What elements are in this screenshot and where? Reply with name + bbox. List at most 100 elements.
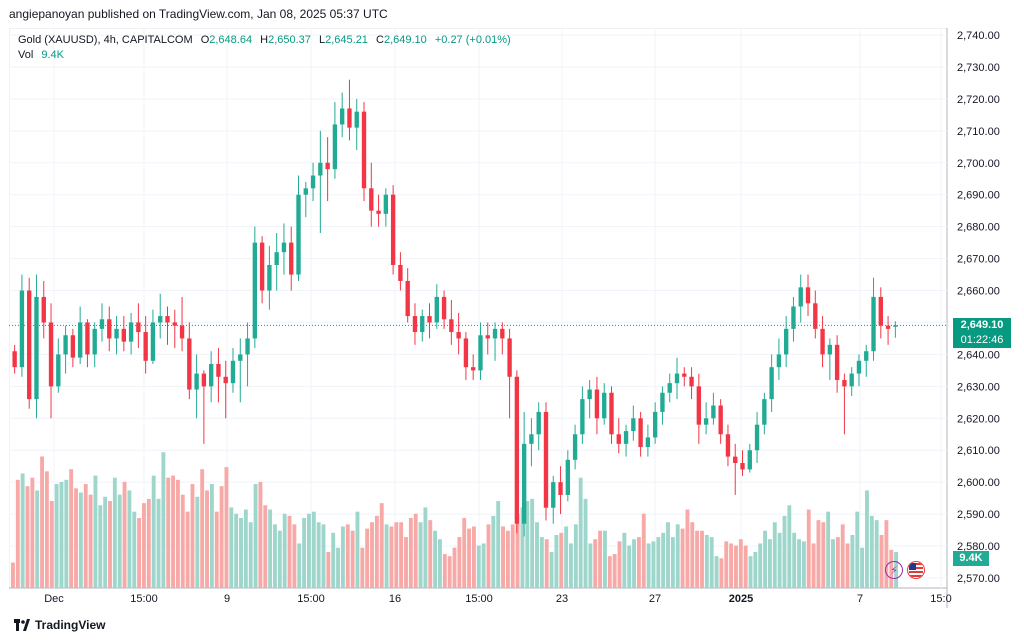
- volume-bar: [117, 494, 122, 588]
- time-axis[interactable]: Dec 15:00 9 15:00 16 15:00 23 27 2025 7 15:0: [44, 593, 951, 605]
- volume-bar: [569, 543, 573, 588]
- price-tick-label: 2,610.00: [957, 445, 1000, 457]
- volume-bar: [229, 507, 234, 588]
- volume-bar: [462, 518, 467, 588]
- time-tick-label: 15:00: [130, 593, 158, 605]
- volume-bar: [724, 541, 729, 588]
- volume-bar: [234, 513, 239, 588]
- volume-bar: [719, 558, 724, 588]
- volume-bar: [695, 530, 700, 588]
- candlestick-chart[interactable]: 2,740.00 2,730.00 2,720.00 2,710.00 2,700.00…: [9, 28, 1016, 608]
- candle-body: [208, 363, 214, 387]
- volume-bar: [869, 515, 874, 588]
- volume-bar: [394, 522, 399, 588]
- candle-body: [434, 296, 439, 323]
- volume-tag: 9.4K: [953, 551, 989, 566]
- candle-body: [121, 328, 127, 342]
- volume-bar: [205, 490, 209, 588]
- price-tick-label: 2,590.00: [957, 509, 1000, 521]
- volume-bar: [438, 539, 442, 588]
- open-value: 2,648.64: [209, 34, 253, 46]
- volume-bar: [481, 543, 486, 588]
- volume-bar: [476, 545, 481, 588]
- volume-bar: [389, 526, 394, 588]
- volume-bar: [20, 473, 25, 588]
- candle-body: [158, 316, 163, 323]
- candle-body: [114, 328, 119, 339]
- volume-bar: [753, 551, 758, 588]
- volume-bar: [418, 522, 423, 588]
- volume-bar: [821, 522, 826, 588]
- volume-bar: [598, 530, 603, 588]
- volume-bar: [408, 518, 413, 588]
- candle-body: [689, 376, 694, 387]
- volume-bar: [268, 509, 273, 588]
- volume-bar: [88, 494, 93, 588]
- last-price-tag: 2,649.10 01:22:46: [953, 318, 1011, 348]
- lightning-icon[interactable]: ⚡: [885, 561, 903, 579]
- volume-bar: [30, 477, 35, 588]
- candle-body: [645, 437, 651, 448]
- volume-bar: [146, 498, 151, 588]
- candle-body: [12, 351, 17, 368]
- candle-body: [34, 296, 39, 400]
- volume-bar: [428, 520, 433, 588]
- volume-bar: [603, 530, 607, 588]
- volume-bar: [734, 545, 738, 588]
- volume-bar: [331, 532, 336, 588]
- publish-line: angiepanoyan published on TradingView.co…: [9, 7, 388, 21]
- volume-bar: [404, 537, 408, 588]
- volume-bar: [365, 528, 370, 588]
- volume-bar: [670, 537, 675, 588]
- price-tick-label: 2,660.00: [957, 286, 1000, 298]
- volume-bar: [243, 509, 248, 588]
- volume-bar: [850, 534, 855, 588]
- volume-bar: [627, 545, 632, 588]
- volume-bar: [845, 543, 850, 588]
- volume-bar: [44, 471, 49, 588]
- candle-body: [725, 434, 731, 457]
- candle-body: [507, 338, 512, 377]
- candle-body: [827, 344, 833, 355]
- volume-bar: [355, 511, 360, 588]
- volume-bar: [578, 477, 583, 588]
- price-tick-label: 2,600.00: [957, 477, 1000, 489]
- volume-bar: [573, 524, 578, 588]
- open-label: O: [200, 34, 210, 46]
- vol-label[interactable]: Vol: [18, 49, 34, 61]
- candle-body: [216, 363, 221, 377]
- volume-bar: [74, 488, 78, 588]
- candle-body: [580, 399, 585, 435]
- volume-row: Vol 9.4K: [18, 48, 511, 63]
- candle-body: [259, 242, 265, 291]
- candle-body: [485, 335, 490, 339]
- candle-body: [223, 376, 228, 384]
- us-flag-icon[interactable]: [907, 561, 925, 579]
- last-price-value: 2,649.10: [960, 319, 1004, 331]
- volume-bar: [209, 484, 214, 588]
- volume-bar: [253, 484, 258, 588]
- candle-body: [172, 322, 177, 326]
- volume-bar: [607, 556, 612, 588]
- volume-bar: [559, 532, 564, 588]
- time-tick-label: 16: [389, 593, 401, 605]
- footer[interactable]: TradingView: [14, 614, 105, 636]
- volume-bar: [680, 528, 685, 588]
- candle-body: [885, 325, 891, 329]
- candle-body: [230, 360, 236, 384]
- candle-body: [398, 264, 403, 281]
- volume-bar: [370, 522, 374, 588]
- price-axis[interactable]: 2,740.00 2,730.00 2,720.00 2,710.00 2,700.00…: [957, 30, 1000, 585]
- volume-bar: [15, 479, 20, 588]
- volume-bar: [656, 537, 661, 588]
- candle-body: [361, 111, 367, 189]
- volume-bar: [59, 481, 64, 588]
- price-tick-label: 2,640.00: [957, 349, 1000, 361]
- symbol-label[interactable]: Gold (XAUUSD), 4h, CAPITALCOM: [18, 34, 193, 46]
- volume-bar: [297, 543, 302, 588]
- volume-bar: [690, 522, 695, 588]
- volume-bar: [442, 554, 447, 588]
- volume-bar: [661, 532, 666, 588]
- candle-body: [500, 328, 505, 339]
- time-tick-label: 7: [857, 593, 863, 605]
